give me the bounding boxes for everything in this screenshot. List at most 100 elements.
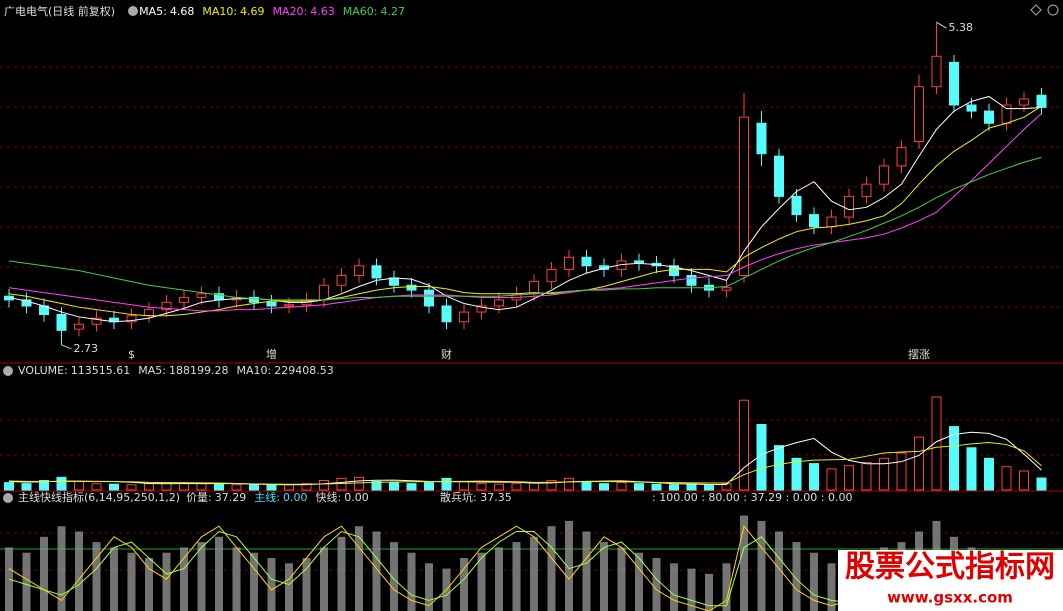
volume-bar (949, 426, 959, 491)
settings-icon[interactable] (1047, 4, 1059, 16)
volume-bar (39, 479, 49, 491)
volume-bar (424, 482, 434, 491)
header-item: 主线快线指标(6,14,95,250,1,2) (18, 490, 180, 504)
indicator-bar (565, 520, 573, 611)
indicator-bar (670, 563, 678, 611)
dropdown-icon[interactable] (3, 493, 13, 503)
candle-body (336, 275, 347, 286)
volume-bar (984, 457, 994, 491)
header-item: VOLUME: (18, 364, 68, 377)
volume-bar (476, 483, 487, 491)
candle-body (546, 268, 557, 283)
indicator-bar (792, 542, 801, 611)
candle-body (931, 55, 942, 88)
volume-bar (914, 436, 924, 491)
volume-bar (1001, 466, 1012, 491)
indicator-bar (477, 552, 486, 611)
header-item: 广电电气(日线 前复权) (4, 4, 115, 18)
indicator-bar (722, 563, 731, 611)
volume-bar (336, 477, 347, 491)
indicator-bar (285, 563, 293, 611)
indicator-bar (705, 573, 713, 611)
candle-body (896, 147, 907, 167)
volume-bar (91, 483, 102, 491)
indicator-bar (232, 547, 241, 611)
volume-bar (1036, 477, 1047, 491)
volume-bar (144, 483, 154, 491)
candle-body (494, 299, 504, 307)
indicator-bar (250, 552, 258, 611)
candle-body (774, 155, 784, 197)
indicator-bar (75, 531, 83, 611)
candle-body (861, 183, 872, 197)
volume-bar (371, 481, 382, 491)
indicator-bar (687, 568, 696, 611)
header-item: MA60: (343, 5, 378, 18)
volume-bar (21, 483, 32, 491)
volume-bar (826, 468, 837, 491)
volume-bar (406, 483, 417, 491)
volume-bar (494, 483, 504, 491)
expand-icon[interactable] (1030, 4, 1042, 16)
header-item: MA5: (139, 5, 167, 18)
indicator-bar (197, 542, 206, 611)
volume-bar (266, 484, 277, 491)
event-label: $ (128, 348, 135, 361)
candle-body (91, 317, 102, 325)
volume-bar (1019, 470, 1029, 491)
candle-body (476, 305, 487, 313)
indicator-bar (302, 558, 311, 611)
volume-bar (616, 482, 627, 491)
candle-body (319, 284, 329, 301)
watermark-url: www.gsxx.com (887, 589, 1013, 607)
volume-bar (966, 447, 977, 491)
header-item: MA10: (237, 364, 272, 377)
candle-body (791, 195, 802, 216)
volume-bar (284, 484, 294, 491)
volume-bar (231, 484, 242, 491)
grid (0, 66, 1063, 571)
volume-bar (669, 484, 679, 491)
annotation-label: 5.38 (949, 21, 974, 34)
ma-line (8, 113, 1042, 312)
header-item: 113515.61 (71, 364, 131, 377)
dropdown-icon[interactable] (3, 366, 13, 376)
volume-bar (441, 477, 452, 491)
volume-bar (4, 482, 14, 491)
indicator-bar (617, 547, 626, 611)
annotation-leader (936, 21, 947, 29)
header-item: 价量: (186, 491, 212, 504)
candle-body (56, 313, 67, 331)
indicator-bar (775, 531, 783, 611)
candle-body (914, 86, 924, 143)
candle-body (144, 309, 154, 317)
indicator-bar (110, 547, 118, 611)
candle-body (949, 61, 959, 106)
candle-body (564, 256, 574, 270)
candle-body (126, 315, 137, 323)
ma-line (8, 95, 1042, 323)
indicator-bar (740, 515, 748, 611)
candle-body (756, 122, 767, 155)
indicator-bar (180, 547, 188, 611)
candle-body (266, 301, 277, 307)
candle-body (459, 311, 469, 323)
indicator-bar (320, 547, 328, 611)
indicator-bar (145, 558, 153, 611)
candle-body (879, 165, 889, 185)
indicator-bar (827, 563, 836, 611)
candle-body (581, 256, 592, 267)
annotation-label: 2.73 (74, 342, 99, 355)
indicator-bar (372, 531, 381, 611)
candle-body (529, 281, 539, 295)
indicator-bar (757, 520, 766, 611)
header-item: 229408.53 (274, 364, 334, 377)
header-item: 4.63 (310, 5, 335, 18)
candle-body (984, 110, 994, 124)
volume-bar (599, 483, 609, 491)
indicator-bar (390, 542, 398, 611)
header-item: 188199.28 (169, 364, 229, 377)
dropdown-icon[interactable] (128, 6, 138, 16)
candle-body (826, 216, 837, 228)
